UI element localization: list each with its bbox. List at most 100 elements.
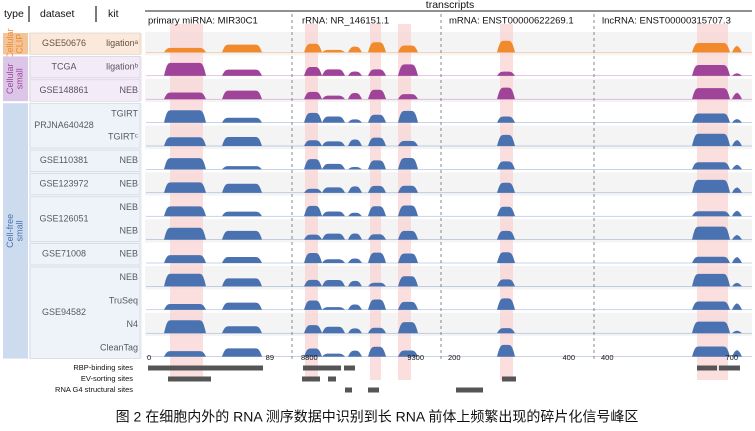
coverage-peak [692,301,730,310]
coverage-peak [348,166,362,170]
coverage-peak [222,326,262,334]
caption: 图 2 在细胞内外的 RNA 测序数据中识别到长 RNA 前体上频繁出现的碎片化… [116,409,639,425]
kit-label: ligationᵇ [106,61,139,71]
coverage-peak [398,230,418,240]
coverage-peak [692,133,730,146]
coverage-peak [304,205,322,217]
axis-tick-label: 8800 [301,353,318,362]
type-cell-bg [29,103,142,359]
coverage-peak [368,234,386,240]
coverage-peak [692,179,730,193]
kit-label: NEB [119,202,138,212]
track-row [145,266,752,290]
coverage-peak [164,158,206,170]
coverage-peak [222,257,262,263]
track-row [145,78,752,103]
axis-tick-label: 0 [147,353,151,362]
coverage-peak [304,112,322,123]
coverage-peak [368,252,386,263]
track-row [145,55,752,79]
kit-label: NEB [119,178,138,188]
coverage-peak [304,159,322,170]
coverage-peak [222,166,262,170]
coverage-peak [304,43,322,53]
coverage-peak [164,47,206,53]
dataset-cell [29,102,141,149]
coverage-peak [222,44,262,53]
coverage-peak [348,46,362,53]
dataset-label: GSE148861 [39,85,88,95]
coverage-peak [732,92,742,100]
tracks [145,14,752,380]
highlight-band [370,24,381,380]
coverage-peak [368,69,386,76]
site-bar [697,365,717,371]
coverage [146,40,752,357]
coverage-peak [398,253,418,263]
coverage-peak [732,330,742,334]
site-bar [456,387,483,393]
coverage-peak [398,350,418,357]
coverage-peak [322,353,345,357]
coverage-peak [692,162,730,170]
coverage-peak [368,89,386,100]
type-label-line: small [15,220,25,241]
highlight-band [500,24,513,380]
coverage-peak [222,302,262,310]
coverage-peak [692,226,730,240]
coverage-peak [732,210,742,217]
dataset-cell [29,32,141,55]
coverage-peak [322,280,345,287]
coverage-peak [222,136,262,146]
site-bar [345,387,352,393]
site-bar [719,365,740,371]
coverage-peak [497,116,515,123]
coverage-peak [692,211,730,217]
coverage-peak [398,110,418,123]
coverage-peak [322,211,345,217]
coverage-peak [222,69,262,76]
coverage-peak [164,137,206,146]
coverage-peak [322,95,345,100]
panel-title: primary miRNA: MIR30C1 [148,16,258,27]
coverage-peak [692,321,730,334]
site-bar [328,376,336,382]
coverage-peak [322,307,345,310]
coverage-peak [348,258,362,263]
coverage-peak [222,117,262,123]
highlight-band [697,24,728,380]
coverage-peak [322,49,345,53]
coverage-peak [368,114,386,123]
coverage-peak [164,62,206,76]
kit-label: ligationᵃ [106,38,139,48]
kit-label: CleanTag [100,342,138,352]
coverage-peak [368,299,386,310]
site-bar [168,376,211,382]
coverage-peak [348,328,362,334]
coverage-peak [497,206,515,217]
dataset-cell [29,149,141,172]
coverage-peak [322,163,345,170]
coverage-peak [164,303,206,310]
coverage-peak [497,328,515,334]
coverage-peak [348,212,362,217]
coverage-peak [497,40,515,53]
kit-label: TruSeq [109,295,138,305]
coverage-peak [304,140,322,146]
coverage-peak [692,346,730,357]
coverage-peak [322,233,345,240]
site-label: RBP-binding sites [73,363,133,372]
column-header: dataset [40,8,75,20]
coverage-peak [497,134,515,146]
kit-label: NEB [119,272,138,282]
site-label: RNA G4 structural sites [55,385,133,394]
coverage-peak [164,206,206,217]
coverage-peak [692,256,730,263]
coverage-peak [398,322,418,334]
coverage-peak [222,230,262,240]
coverage-peak [304,67,322,76]
axis-tick-label: 89 [266,353,274,362]
coverage-peak [322,326,345,334]
coverage-peak [692,113,730,123]
